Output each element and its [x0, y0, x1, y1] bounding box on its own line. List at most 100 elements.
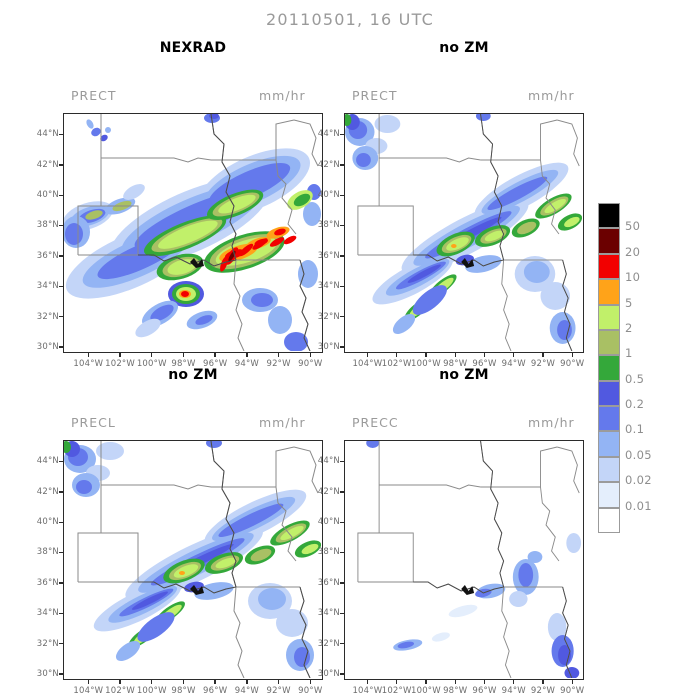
panel-title-nozm-precl: no ZM — [168, 367, 218, 383]
ytickmark-nozm-precc-40 — [340, 521, 345, 523]
xtick-nozm-prect-94: 94°W — [501, 359, 526, 369]
xtickmark-nozm-precl-98 — [182, 679, 185, 684]
colorbar-label-0p1: 0.1 — [625, 422, 645, 437]
xtick-nozm-precl-98: 98°W — [171, 686, 196, 696]
ytick-nozm-prect-42: 42°N — [317, 159, 340, 170]
colorbar-label-0p01: 0.01 — [625, 498, 652, 513]
xtick-nozm-precl-102: 102°W — [105, 686, 135, 696]
colorbar-band-5 — [598, 329, 620, 356]
ytick-nozm-precc-40: 40°N — [317, 517, 340, 528]
xtick-nozm-precl-90: 90°W — [298, 686, 323, 696]
panel-frame-nozm-precc — [344, 440, 584, 680]
ytickmark-nozm-precc-30 — [340, 673, 345, 675]
xtickmark-nexrad-100 — [151, 352, 153, 357]
xtick-nozm-prect-90: 90°W — [560, 359, 585, 369]
xtickmark-nozm-prect-104 — [366, 352, 369, 357]
xtick-nexrad-92: 92°W — [266, 359, 291, 369]
ytickmark-nexrad-30 — [59, 346, 64, 348]
ytick-nozm-precc-36: 36°N — [317, 577, 340, 588]
panel-nozm-prect[interactable] — [344, 113, 584, 353]
xtickmark-nexrad-92 — [277, 352, 280, 357]
colorbar-band-8 — [598, 406, 620, 432]
xtickmark-nozm-precc-102 — [395, 679, 398, 684]
ytickmark-nozm-precl-42 — [59, 491, 64, 493]
panel-title-nozm-precc: no ZM — [439, 367, 489, 383]
colorbar-band-0 — [598, 203, 620, 229]
xtick-nexrad-90: 90°W — [298, 359, 323, 369]
unit-label-nexrad: mm/hr — [259, 88, 306, 103]
xtickmark-nozm-precc-96 — [483, 679, 486, 684]
ytickmark-nozm-precc-32 — [340, 643, 345, 645]
xtickmark-nozm-precl-90 — [309, 679, 311, 684]
ytickmark-nexrad-44 — [59, 133, 64, 136]
xtickmark-nozm-precl-102 — [119, 679, 121, 684]
colorbar-label-0p5: 0.5 — [625, 371, 645, 386]
xtickmark-nozm-precl-104 — [87, 679, 90, 684]
colorbar-band-1 — [598, 228, 620, 254]
ytick-nozm-prect-38: 38°N — [317, 220, 340, 231]
panel-frame-nozm-precl — [63, 440, 323, 680]
ytickmark-nozm-precl-38 — [59, 551, 64, 554]
colorbar-label-1: 1 — [625, 346, 633, 361]
xtick-nozm-precc-94: 94°W — [501, 686, 526, 696]
ytick-nexrad-30: 30°N — [36, 341, 59, 352]
xtickmark-nozm-precl-96 — [214, 679, 216, 684]
xtickmark-nozm-precc-98 — [454, 679, 456, 684]
ytick-nexrad-32: 32°N — [36, 311, 59, 322]
ytickmark-nozm-precl-40 — [59, 521, 64, 523]
ytick-nozm-prect-30: 30°N — [317, 341, 340, 352]
ytickmark-nozm-prect-36 — [340, 255, 345, 257]
panel-nozm-precc[interactable] — [344, 440, 584, 680]
ytick-nexrad-42: 42°N — [36, 159, 59, 170]
colorbar-label-2: 2 — [625, 320, 633, 335]
ytickmark-nozm-precc-42 — [340, 491, 345, 493]
colorbar-band-9 — [598, 431, 620, 457]
ytickmark-nozm-prect-42 — [340, 164, 345, 166]
xtick-nexrad-96: 96°W — [203, 359, 228, 369]
var-label-precl: PRECL — [71, 415, 116, 430]
ytickmark-nozm-prect-34 — [340, 285, 345, 288]
colorbar-band-7 — [598, 380, 620, 407]
ytickmark-nozm-precc-44 — [340, 460, 345, 463]
ytickmark-nozm-precc-38 — [340, 551, 345, 554]
xtick-nexrad-98: 98°W — [171, 359, 196, 369]
colorbar-label-50: 50 — [625, 219, 641, 234]
colorbar-label-0p2: 0.2 — [625, 397, 645, 412]
panel-frame-nexrad — [63, 113, 323, 353]
map-nexrad — [64, 114, 321, 351]
ytick-nozm-precl-42: 42°N — [36, 486, 59, 497]
xtick-nozm-precc-90: 90°W — [560, 686, 585, 696]
xtickmark-nozm-precc-90 — [571, 679, 573, 684]
ytick-nozm-precl-32: 32°N — [36, 638, 59, 649]
xtickmark-nexrad-102 — [119, 352, 121, 357]
xtick-nexrad-102: 102°W — [105, 359, 135, 369]
ytick-nozm-precc-30: 30°N — [317, 668, 340, 679]
ytickmark-nozm-precl-44 — [59, 460, 64, 463]
panel-nozm-precl[interactable] — [63, 440, 323, 680]
xtickmark-nozm-prect-100 — [425, 352, 427, 357]
panel-nexrad-prect[interactable] — [63, 113, 323, 353]
ytick-nozm-prect-36: 36°N — [317, 250, 340, 261]
xtick-nozm-prect-92: 92°W — [530, 359, 556, 369]
xtickmark-nozm-precc-94 — [513, 679, 515, 684]
xtickmark-nozm-prect-96 — [483, 352, 486, 357]
var-label-prect-nozm: PRECT — [352, 88, 398, 103]
ytick-nexrad-36: 36°N — [36, 250, 59, 261]
ytick-nozm-precc-44: 44°N — [317, 456, 340, 467]
ytickmark-nexrad-32 — [59, 316, 64, 318]
ytickmark-nozm-prect-40 — [340, 194, 345, 196]
ytick-nozm-precc-38: 38°N — [317, 547, 340, 558]
map-nozm-precl — [64, 441, 321, 678]
ytickmark-nozm-prect-38 — [340, 224, 345, 227]
xtickmark-nozm-precl-100 — [151, 679, 153, 684]
xtick-nexrad-104: 104°W — [73, 359, 104, 369]
xtick-nozm-precc-100: 100°W — [410, 686, 441, 696]
xtick-nexrad-100: 100°W — [136, 359, 167, 369]
ytickmark-nexrad-36 — [59, 255, 64, 257]
colorbar[interactable]: 50 20 10 5 2 1 0.5 0.2 0.1 0.05 0.02 0.01 — [598, 203, 652, 533]
figure-suptitle: 20110501, 16 UTC — [266, 10, 434, 29]
xtick-nozm-precc-96: 96°W — [472, 686, 497, 696]
xtick-nozm-precl-96: 96°W — [203, 686, 228, 696]
colorbar-band-11 — [598, 482, 620, 508]
